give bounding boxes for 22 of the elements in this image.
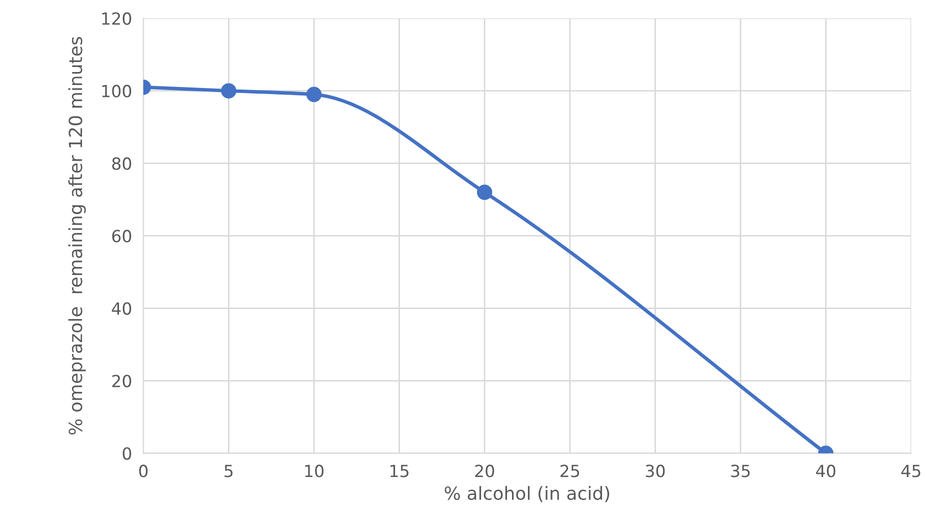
y-tick-label: 100 (102, 84, 132, 98)
x-tick-label: 20 (475, 464, 494, 478)
x-tick-label: 30 (646, 464, 665, 478)
x-tick-label: 35 (731, 464, 750, 478)
x-tick-label: 45 (901, 464, 920, 478)
y-tick-label: 40 (112, 302, 132, 315)
y-tick-label: 60 (112, 230, 132, 242)
x-tick-label: 15 (390, 464, 408, 478)
point (306, 86, 322, 102)
y-tick-label: 20 (112, 374, 132, 388)
x-tick-label: 25 (560, 464, 580, 478)
point (221, 83, 236, 98)
y-axis-title: % omeprazole remaining after 120 minutes (68, 37, 86, 434)
x-tick-label: 5 (224, 464, 233, 478)
x-tick-label: 0 (139, 464, 148, 478)
y-tick-label: 0 (122, 447, 132, 460)
x-tick-label: 10 (305, 464, 324, 478)
y-tick-label: 80 (112, 157, 132, 170)
x-tick-label: 40 (816, 464, 836, 478)
x-axis-title: % alcohol (in acid) (444, 486, 610, 502)
y-tick-label: 120 (102, 12, 132, 25)
point (476, 184, 492, 200)
